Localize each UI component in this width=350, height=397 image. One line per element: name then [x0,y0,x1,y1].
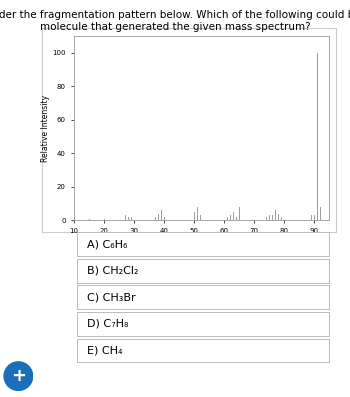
Text: B) CH₂Cl₂: B) CH₂Cl₂ [87,266,139,276]
Text: +: + [11,367,26,385]
Text: E) CH₄: E) CH₄ [87,345,122,356]
Y-axis label: Relative Intensity: Relative Intensity [41,94,50,162]
Text: A) C₆H₆: A) C₆H₆ [87,239,127,249]
Circle shape [4,362,33,391]
X-axis label: m/z: m/z [194,237,208,246]
Text: D) C₇H₈: D) C₇H₈ [87,319,128,329]
Text: Consider the fragmentation pattern below. Which of the following could be the: Consider the fragmentation pattern below… [0,10,350,20]
Text: molecule that generated the given mass spectrum?: molecule that generated the given mass s… [40,22,310,32]
Text: C) CH₃Br: C) CH₃Br [87,292,136,303]
